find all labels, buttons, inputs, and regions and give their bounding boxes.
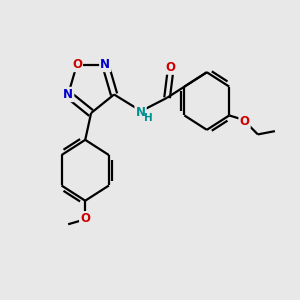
- Text: N: N: [136, 106, 146, 119]
- Text: N: N: [100, 58, 110, 71]
- Text: O: O: [165, 61, 175, 74]
- Text: H: H: [144, 113, 153, 123]
- Text: N: N: [63, 88, 73, 101]
- Text: O: O: [72, 58, 82, 71]
- Text: O: O: [240, 115, 250, 128]
- Text: O: O: [80, 212, 90, 225]
